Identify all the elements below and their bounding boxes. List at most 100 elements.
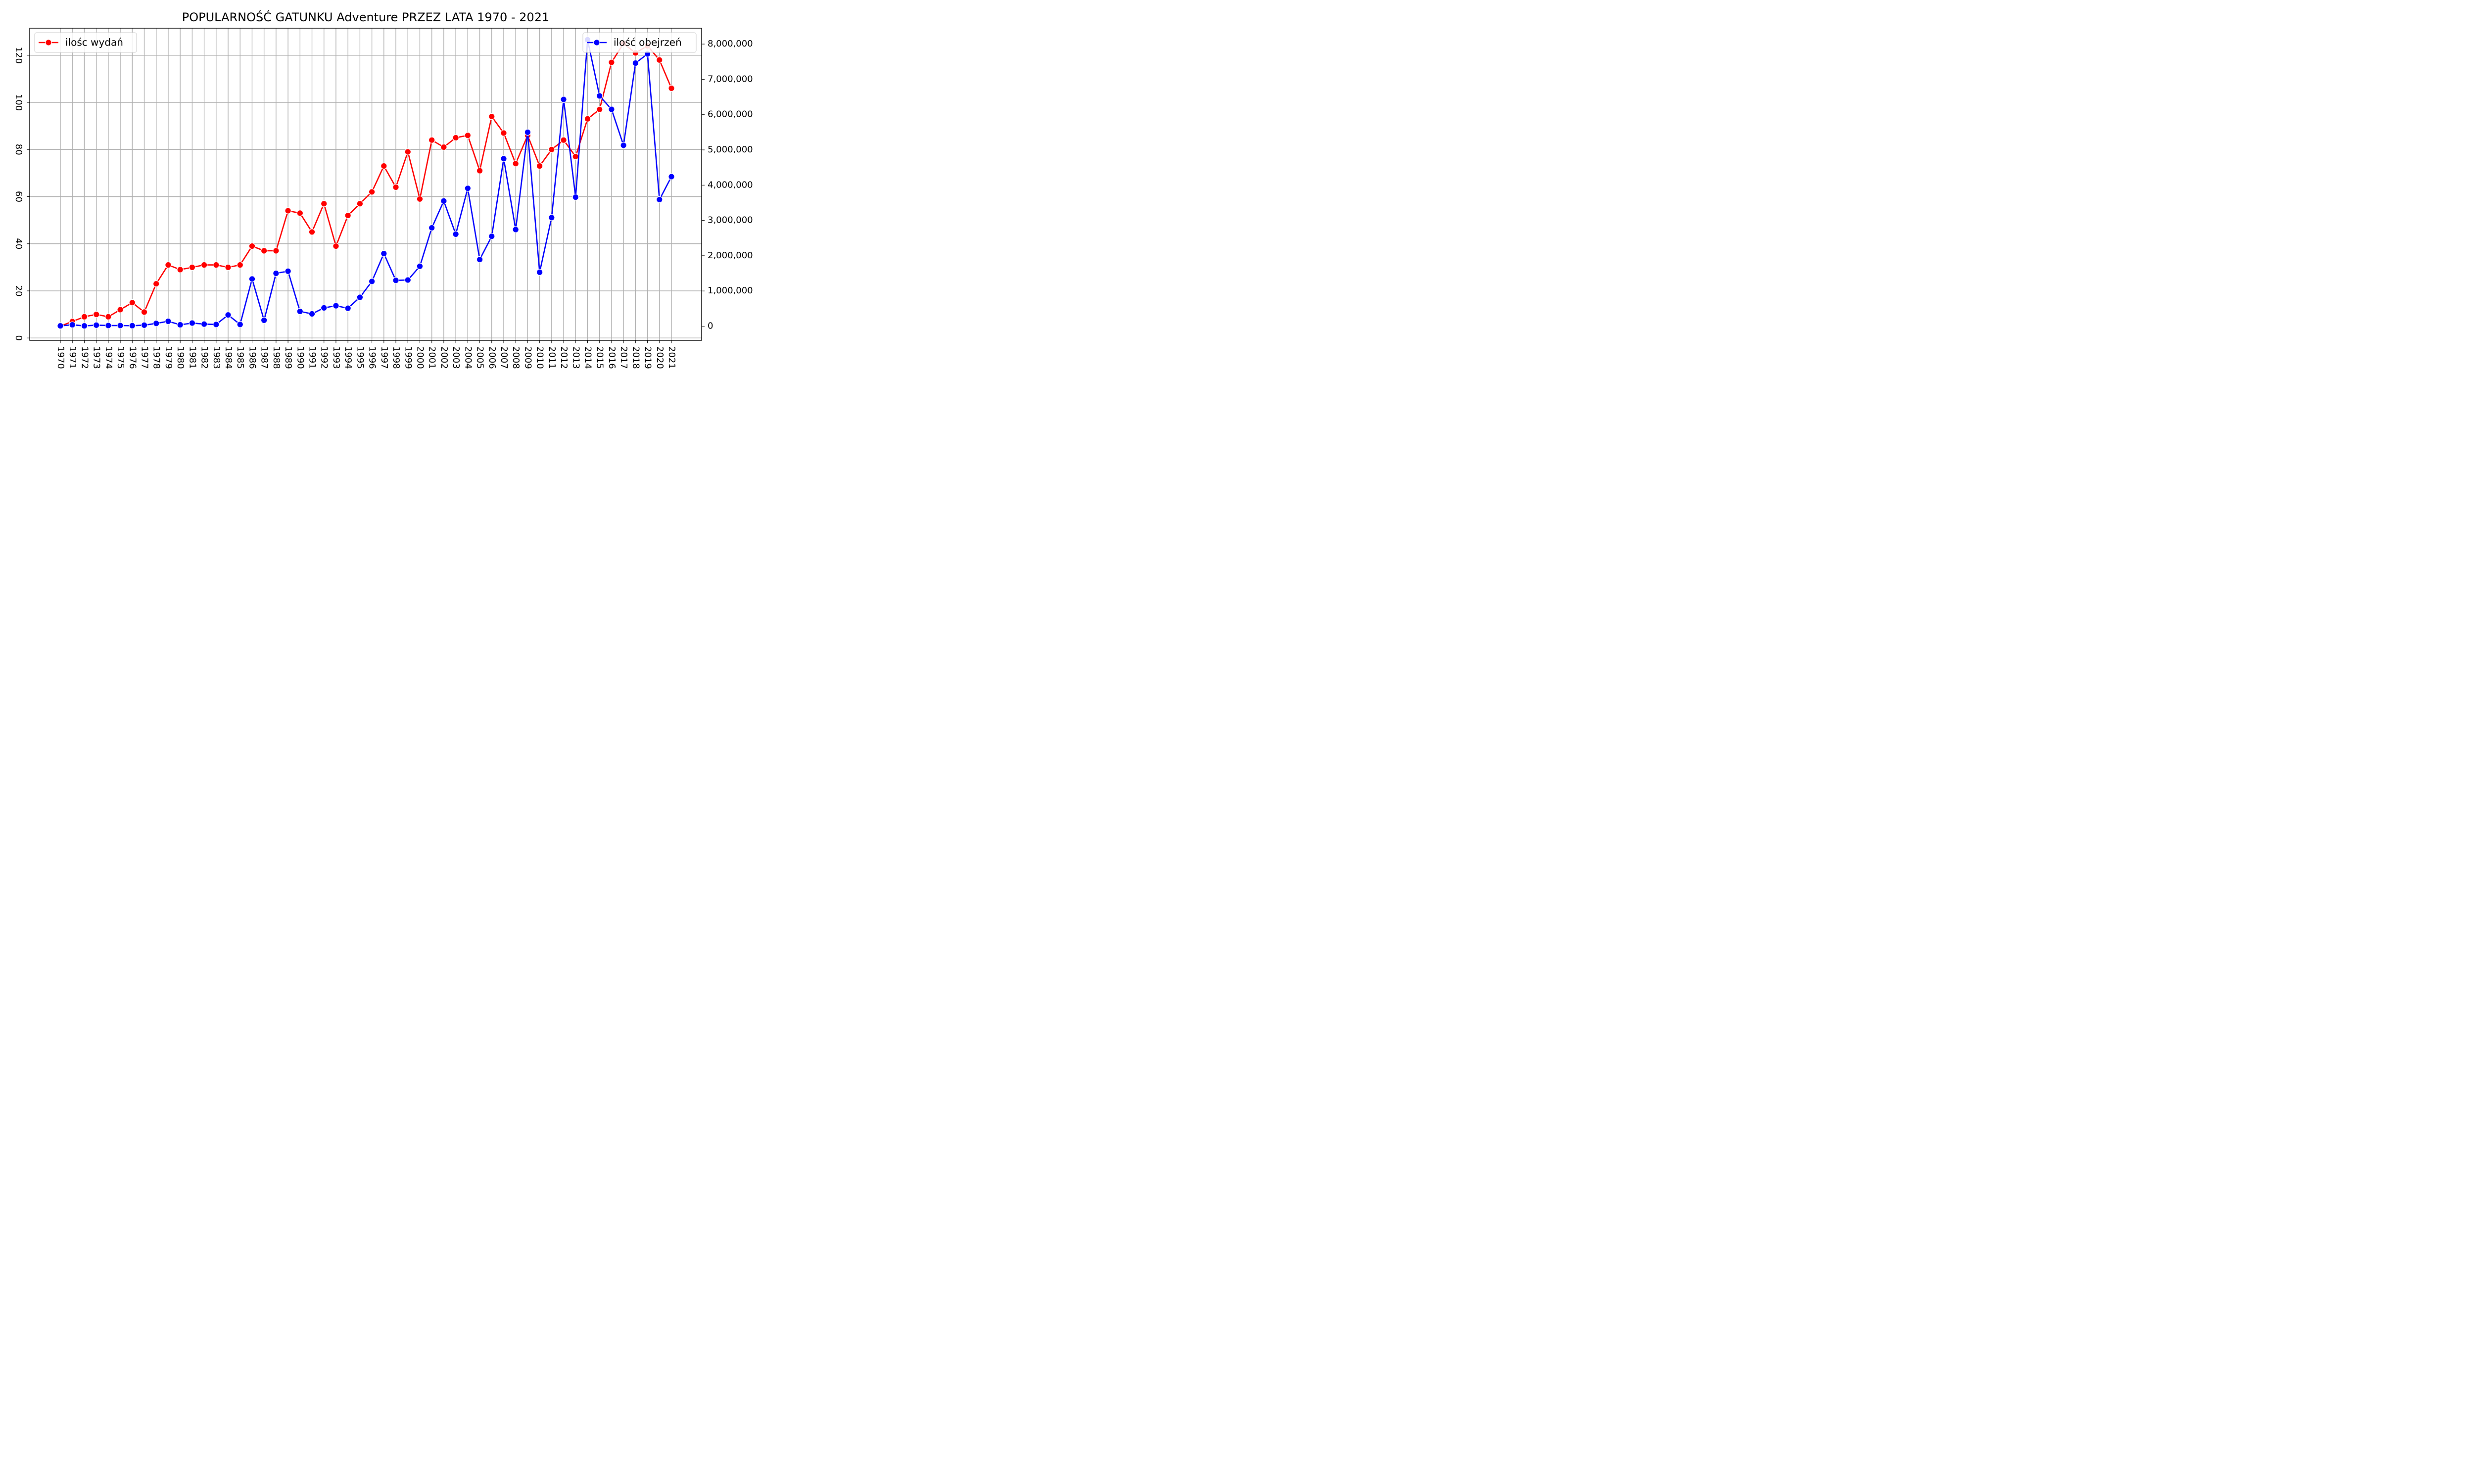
series-1-point — [296, 210, 304, 217]
y-right-tick-label: 8,000,000 — [708, 39, 753, 49]
series-2-point — [152, 320, 160, 327]
x-tick-label: 1974 — [103, 346, 114, 369]
series-2-point — [296, 308, 304, 315]
y-right-tick-label: 2,000,000 — [708, 250, 753, 261]
x-tick-label: 1983 — [211, 346, 222, 369]
series-1-point — [536, 162, 543, 170]
series-2-point — [596, 93, 603, 99]
series-1-point — [308, 229, 316, 235]
series-1-point — [285, 207, 291, 214]
series-2-point — [428, 224, 435, 232]
series-1-point — [129, 299, 136, 306]
series-1-point — [260, 247, 268, 254]
series-2-point — [165, 318, 172, 325]
legend-marker-swatch — [593, 39, 600, 46]
series-2-point — [129, 322, 136, 329]
series-1-point — [392, 184, 399, 191]
series-1-point — [608, 59, 615, 66]
series-2-point — [608, 106, 615, 113]
x-tick-label: 1989 — [283, 346, 293, 369]
series-2-point — [81, 322, 88, 329]
series-2-point — [452, 231, 459, 238]
series-2-point — [308, 310, 316, 318]
y-left-tick-label: 40 — [13, 238, 24, 249]
grid-lines — [30, 28, 702, 340]
series-2-point — [117, 322, 124, 329]
series-2-point — [248, 276, 256, 282]
x-tick-label: 1992 — [319, 346, 330, 369]
x-tick-label: 1976 — [127, 346, 138, 369]
chart-container: POPULARNOŚĆ GATUNKU Adventure PRZEZ LATA… — [0, 0, 776, 388]
y-left-tick-label: 0 — [13, 335, 24, 341]
y-right-tick-label: 3,000,000 — [708, 215, 753, 226]
legend-label: ilość obejrzeń — [614, 37, 682, 48]
series-2-point — [368, 278, 376, 285]
series-1-point — [381, 162, 387, 170]
series-2-point — [57, 322, 64, 329]
series-1-point — [656, 56, 663, 64]
series-1-point — [476, 167, 483, 174]
chart-background — [0, 0, 776, 388]
x-tick-label: 1985 — [235, 346, 245, 369]
line-chart: POPULARNOŚĆ GATUNKU Adventure PRZEZ LATA… — [0, 0, 776, 388]
x-tick-label: 2019 — [643, 346, 653, 369]
series-1-point — [368, 188, 376, 195]
series-1-point — [81, 313, 88, 321]
x-tick-label: 2017 — [618, 346, 629, 369]
x-tick-label: 2018 — [630, 346, 641, 369]
series-1-point — [213, 261, 220, 269]
series-1-point — [152, 280, 160, 287]
series-2-point — [416, 263, 424, 270]
series-1-point — [428, 137, 435, 144]
series-2-point — [69, 321, 76, 328]
x-tick-label: 1996 — [367, 346, 378, 369]
series-1-point — [572, 153, 579, 160]
x-tick-label: 2005 — [475, 346, 485, 369]
series-2-point — [392, 277, 399, 284]
x-tick-label: 2007 — [499, 346, 509, 369]
x-tick-label: 1979 — [163, 346, 174, 369]
series-2-point — [668, 173, 675, 180]
legend-box — [34, 32, 137, 53]
series-1-point — [500, 130, 507, 137]
series-1-point — [141, 309, 148, 316]
series-1-point — [344, 212, 351, 219]
series-2-point — [512, 226, 519, 233]
series-line-2 — [60, 39, 672, 327]
series-2-point — [572, 193, 579, 201]
series-2-point — [464, 185, 472, 192]
series-1-point — [189, 264, 196, 271]
series-2-point — [333, 302, 339, 309]
x-tick-label: 2002 — [439, 346, 449, 369]
series-2-point — [200, 321, 208, 328]
series-1-point — [225, 264, 232, 271]
series-2-point — [404, 277, 412, 283]
x-tick-label: 1987 — [259, 346, 270, 369]
x-tick-label: 2013 — [571, 346, 581, 369]
y-left-tick-label: 120 — [13, 47, 24, 64]
x-tick-label: 1999 — [403, 346, 413, 369]
series-1-point — [117, 306, 124, 313]
x-tick-label: 1998 — [391, 346, 401, 369]
y-right-tick-label: 0 — [708, 321, 713, 331]
series-1-point — [200, 261, 208, 269]
series-2-point — [632, 59, 639, 67]
x-tick-label: 1991 — [307, 346, 318, 369]
series-2-point — [356, 294, 364, 301]
y-left-tick-label: 80 — [13, 144, 24, 155]
y-right-tick-label: 7,000,000 — [708, 74, 753, 84]
plot-frame — [29, 28, 702, 341]
x-tick-label: 1997 — [379, 346, 389, 369]
x-tick-label: 1986 — [247, 346, 257, 369]
series-2-point — [177, 321, 184, 328]
series-2-point — [225, 311, 232, 319]
x-tick-label: 2000 — [415, 346, 425, 369]
series-1-point — [404, 148, 412, 155]
series-1-point — [237, 261, 244, 269]
series-2-point — [476, 256, 483, 263]
legend-marker-swatch — [45, 39, 52, 46]
series-2-point — [524, 129, 531, 136]
series-1-point — [596, 106, 603, 113]
chart-title: POPULARNOŚĆ GATUNKU Adventure PRZEZ LATA… — [182, 9, 550, 24]
x-tick-label: 1984 — [223, 346, 234, 369]
